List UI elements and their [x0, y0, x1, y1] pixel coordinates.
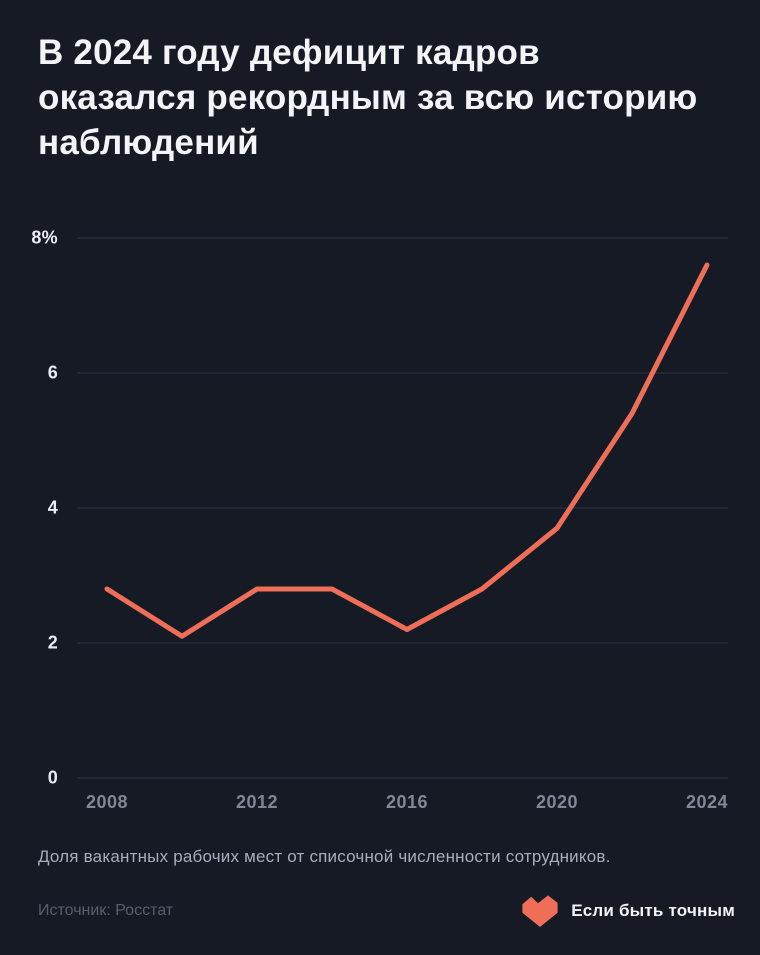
chart-title-line-2: оказался рекордным за всю историю [38, 78, 698, 117]
chart-title: В 2024 году дефицит кадров оказался реко… [38, 30, 738, 165]
vacancy-rate-line [104, 262, 710, 639]
brand-name: Если быть точным [571, 901, 735, 920]
y-tick-label-8: 8% [31, 227, 58, 248]
chart-title-line-3: наблюдений [38, 123, 259, 162]
zigzag-heart-icon [522, 895, 558, 927]
chart-title-line-1: В 2024 году дефицит кадров [38, 33, 540, 72]
y-tick-label-2: 2 [47, 632, 58, 653]
x-tick-label-2012: 2012 [235, 792, 279, 812]
y-tick-label-0: 0 [47, 767, 58, 788]
y-tick-label-6: 6 [47, 362, 58, 383]
brand-footer: Если быть точным [520, 894, 735, 928]
x-tick-label-2016: 2016 [385, 792, 429, 812]
x-tick-label-2008: 2008 [85, 792, 129, 812]
x-tick-label-2020: 2020 [535, 792, 579, 812]
chart-caption: Доля вакантных рабочих мест от списочной… [38, 847, 611, 866]
y-tick-label-4: 4 [47, 497, 58, 518]
source-note: Источник: Росстат [38, 902, 174, 919]
gridlines [77, 237, 728, 779]
x-tick-label-2024: 2024 [685, 792, 729, 812]
